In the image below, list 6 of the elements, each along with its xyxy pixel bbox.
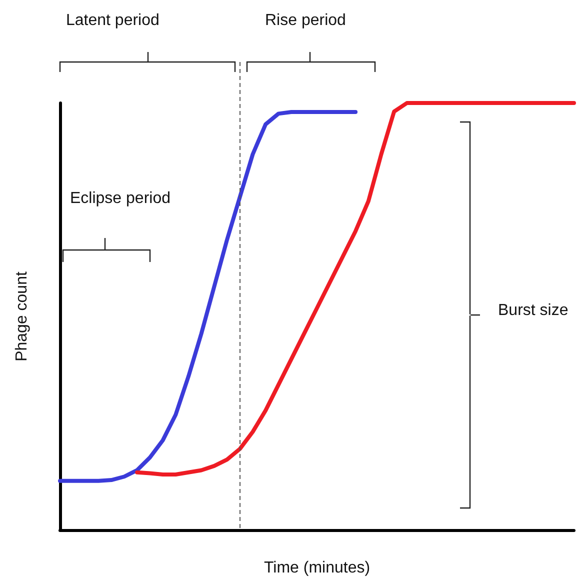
text: Latent period [66,12,160,30]
y-axis-title: Phage count [14,271,30,362]
annotation: Eclipse period [70,190,170,208]
annotation: Burst size [498,302,568,320]
x-axis-title: Time (minutes) [264,560,370,576]
text: Rise period [265,12,346,30]
